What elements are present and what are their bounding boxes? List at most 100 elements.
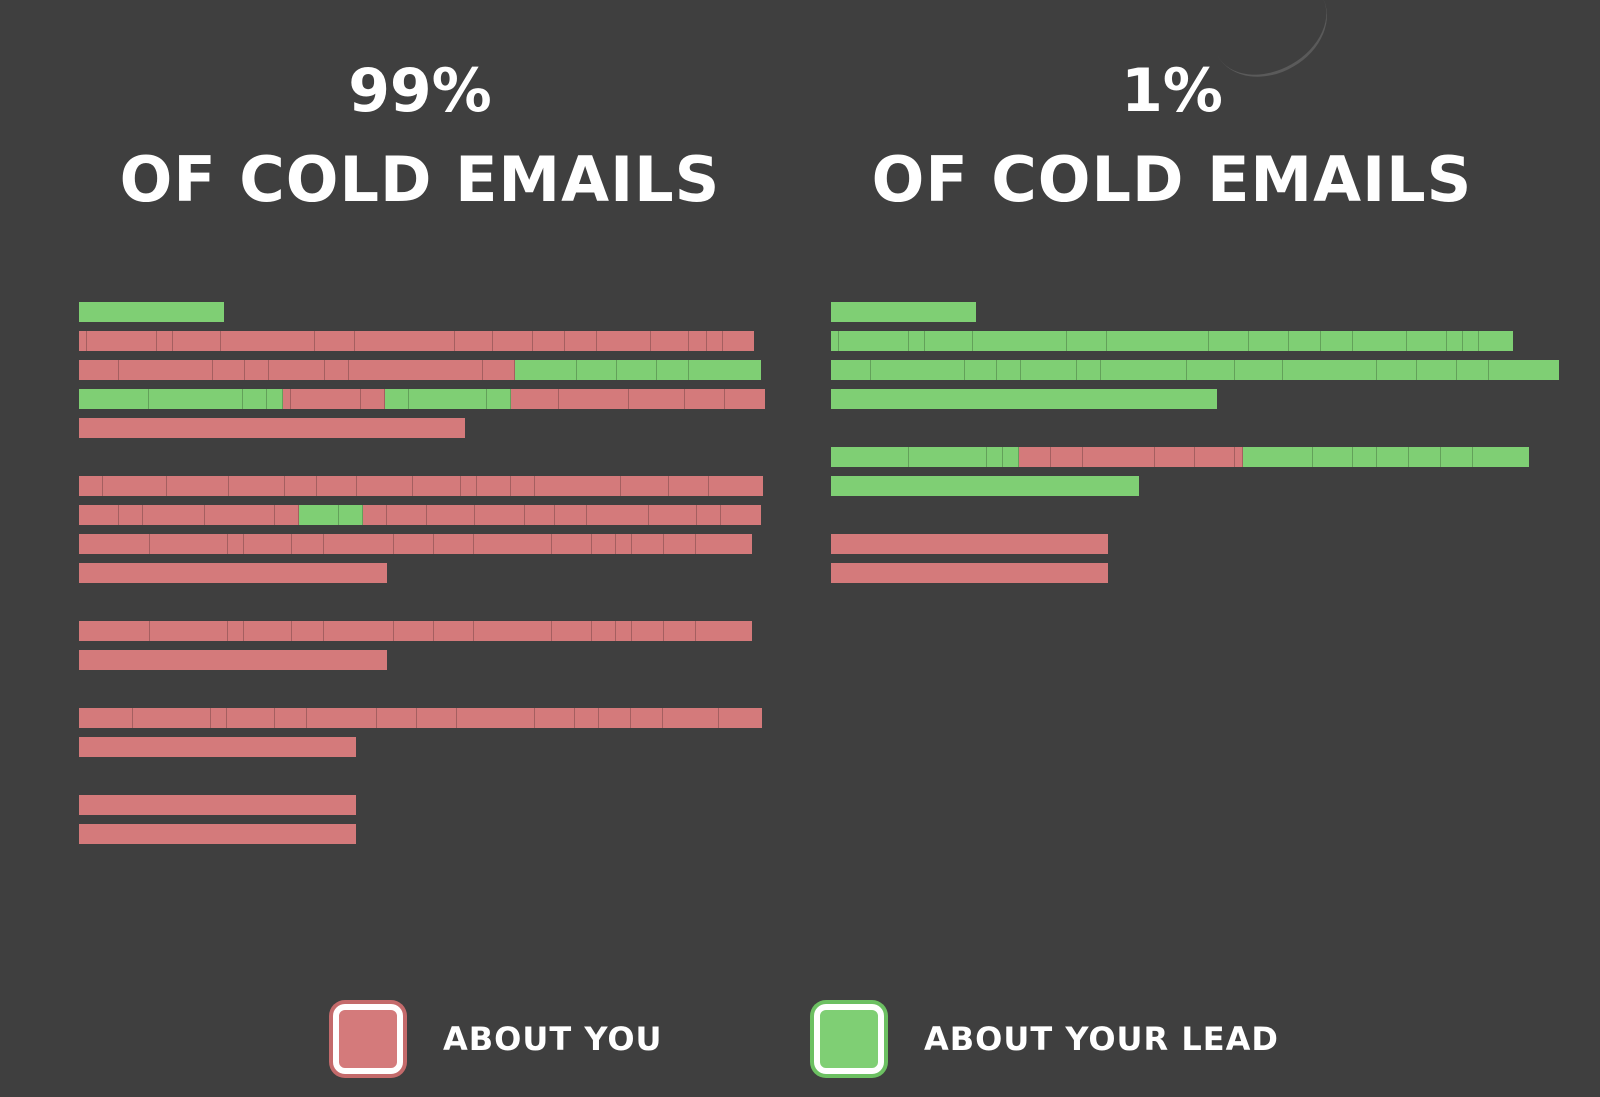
about-lead-word [831, 389, 1217, 409]
about-you-word [592, 534, 616, 554]
about-you-word [79, 621, 150, 641]
about-lead-word [689, 360, 761, 380]
about-you-word [621, 476, 669, 496]
about-you-word [205, 505, 275, 525]
left-panel-title: 99% OF COLD EMAILS [80, 48, 760, 225]
about-you-word [229, 476, 285, 496]
right-text-line-2 [831, 331, 1513, 351]
about-you-word [535, 708, 575, 728]
about-you-word [228, 621, 244, 641]
about-lead-word [1321, 331, 1353, 351]
about-you-word [363, 505, 387, 525]
left-subtitle: OF COLD EMAILS [119, 143, 721, 216]
about-you-word [355, 331, 455, 351]
about-you-word [483, 360, 515, 380]
about-you-word [474, 621, 552, 641]
about-you-word [79, 360, 119, 380]
about-lead-word [909, 331, 925, 351]
about-you-word [831, 563, 1108, 583]
about-you-word [1051, 447, 1083, 467]
about-you-word [696, 534, 752, 554]
about-lead-word [1409, 447, 1441, 467]
about-you-word [291, 389, 361, 409]
about-you-word [269, 360, 325, 380]
right-percent: 1% [1121, 56, 1223, 126]
about-you-word [723, 331, 754, 351]
about-lead-word [1489, 360, 1559, 380]
about-lead-word [385, 389, 409, 409]
about-you-word [283, 389, 291, 409]
about-you-word [525, 505, 555, 525]
about-lead-word [839, 331, 909, 351]
about-you-word [79, 563, 387, 583]
about-you-word [719, 708, 762, 728]
about-you-word [1083, 447, 1155, 467]
left-text-line-5 [79, 418, 465, 438]
about-you-word [361, 389, 385, 409]
right-text-line-7 [831, 534, 1108, 554]
right-panel-title: 1% OF COLD EMAILS [832, 48, 1512, 225]
about-lead-word [831, 447, 909, 467]
about-you-word [707, 331, 723, 351]
about-you-word [664, 621, 696, 641]
about-you-word [150, 621, 228, 641]
about-lead-word [987, 447, 1003, 467]
about-you-word [685, 389, 725, 409]
about-lead-word [909, 447, 987, 467]
left-percent: 99% [348, 56, 492, 126]
about-lead-word [1003, 447, 1019, 467]
about-you-word [79, 505, 119, 525]
about-you-word [349, 360, 483, 380]
about-you-word [275, 708, 307, 728]
about-you-word [649, 505, 697, 525]
about-lead-swatch [814, 1004, 884, 1074]
about-you-word [629, 389, 685, 409]
about-you-word [394, 621, 434, 641]
about-you-word [413, 476, 461, 496]
about-you-word [119, 360, 213, 380]
left-text-line-15 [79, 824, 356, 844]
about-lead-word [267, 389, 283, 409]
about-lead-word [1463, 331, 1479, 351]
about-you-word [632, 534, 664, 554]
about-you-word [245, 360, 269, 380]
about-lead-word [1441, 447, 1473, 467]
about-you-word [133, 708, 211, 728]
left-text-line-13 [79, 737, 356, 757]
about-you-word [275, 505, 299, 525]
about-lead-word [1107, 331, 1209, 351]
about-you-word [79, 476, 103, 496]
about-lead-word [871, 360, 965, 380]
about-you-word [307, 708, 377, 728]
about-you-word [599, 708, 631, 728]
about-you-word [511, 476, 535, 496]
right-text-line-4 [831, 389, 1217, 409]
about-you-word [663, 708, 719, 728]
about-lead-word [1353, 447, 1377, 467]
about-you-word [587, 505, 649, 525]
about-you-word [324, 621, 394, 641]
about-you-word [434, 534, 474, 554]
about-you-word [325, 360, 349, 380]
about-lead-word [1457, 360, 1489, 380]
about-lead-word [1377, 360, 1417, 380]
about-you-word [565, 331, 597, 351]
about-lead-word [1313, 447, 1353, 467]
about-you-word [285, 476, 317, 496]
about-you-word [292, 534, 324, 554]
about-you-word [651, 331, 689, 351]
right-text-line-1 [831, 302, 976, 322]
about-you-word [552, 621, 592, 641]
about-you-word [427, 505, 475, 525]
about-lead-word [1377, 447, 1409, 467]
about-you-word [535, 476, 621, 496]
about-you-word [477, 476, 511, 496]
about-lead-word [831, 360, 871, 380]
about-you-word [324, 534, 394, 554]
about-lead-word [1067, 331, 1107, 351]
about-lead-label: ABOUT YOUR LEAD [924, 1020, 1279, 1058]
about-you-word [244, 621, 292, 641]
about-you-word [79, 534, 150, 554]
about-lead-word [1479, 331, 1513, 351]
about-lead-word [339, 505, 363, 525]
